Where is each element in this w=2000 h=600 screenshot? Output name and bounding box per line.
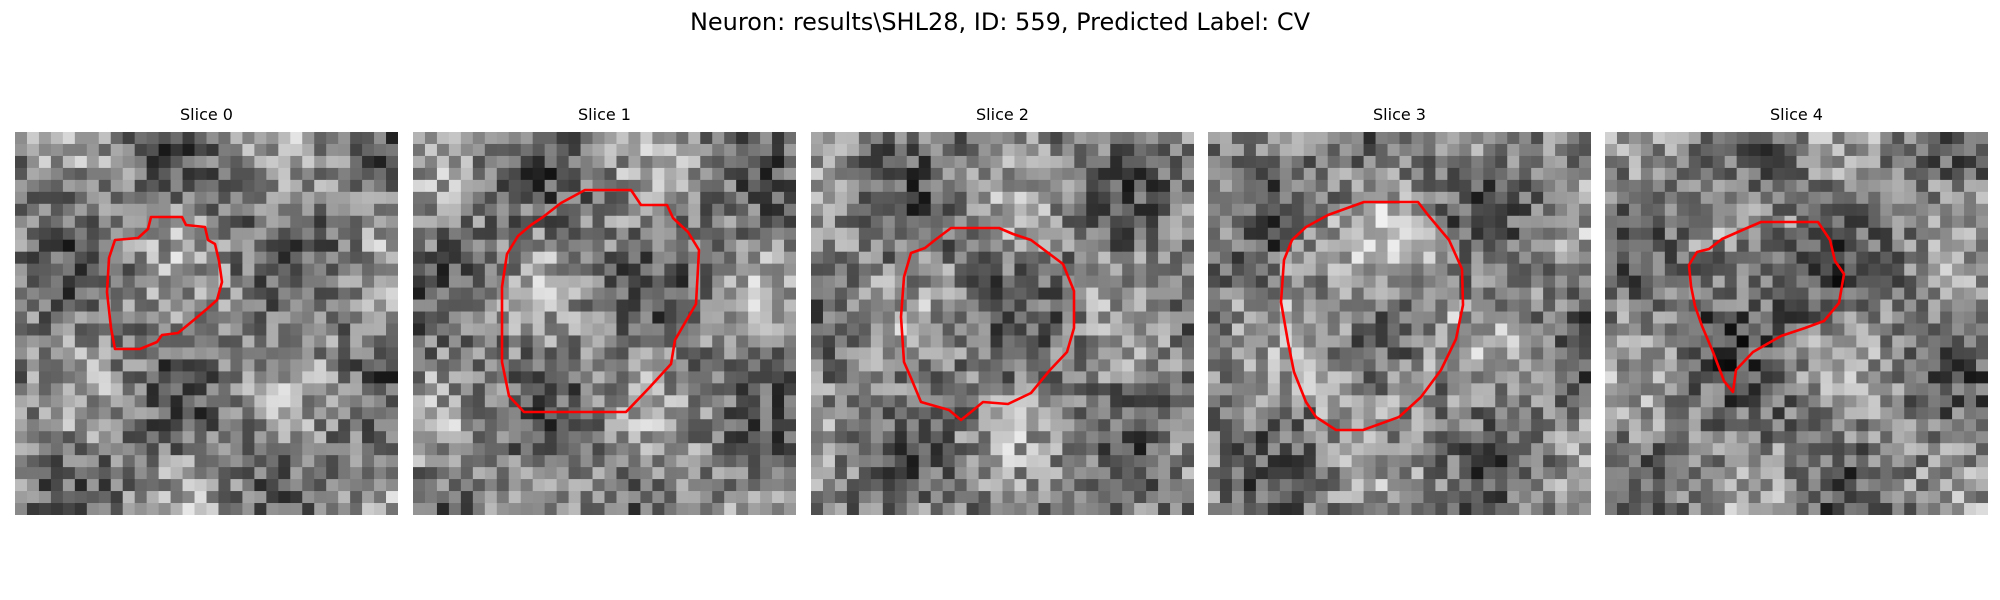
slice-title-1: Slice 1	[578, 105, 631, 124]
slice-title-2: Slice 2	[976, 105, 1029, 124]
slice-title-4: Slice 4	[1770, 105, 1823, 124]
slice-image-3	[1208, 132, 1591, 515]
contour-outline-1	[500, 188, 701, 414]
slice-image-0	[15, 132, 398, 515]
slice-image-4	[1605, 132, 1988, 515]
figure-title: Neuron: results\SHL28, ID: 559, Predicte…	[689, 8, 1311, 36]
slice-image-2	[811, 132, 1194, 515]
contour-outline-3	[1279, 200, 1465, 432]
slice-title-0: Slice 0	[180, 105, 233, 124]
slice-title-3: Slice 3	[1373, 105, 1426, 124]
contour-outline-0	[105, 215, 224, 351]
contour-outline-2	[899, 226, 1076, 422]
slice-image-1	[413, 132, 796, 515]
contour-outline-4	[1687, 220, 1846, 394]
